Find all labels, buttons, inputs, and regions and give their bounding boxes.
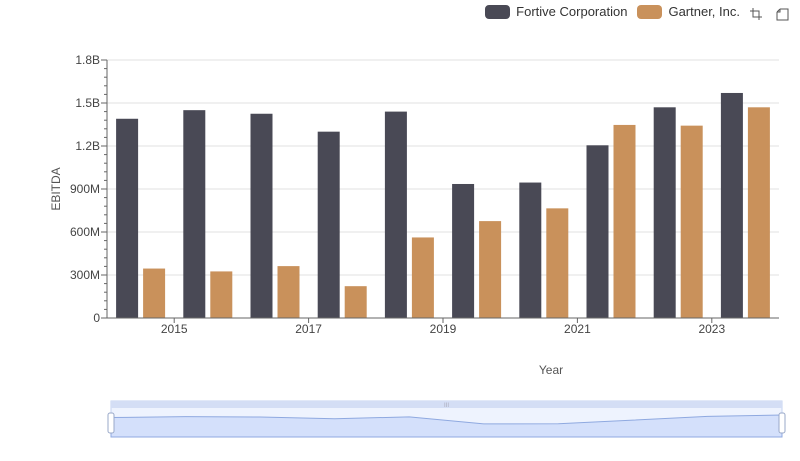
y-axis-title: EBITDA: [49, 167, 63, 210]
bar-fortive: [586, 145, 609, 318]
x-axis-title: Year: [539, 363, 563, 377]
bar-gartner: [680, 125, 703, 318]
x-tick-label: 2015: [161, 322, 188, 336]
bar-gartner: [747, 107, 770, 318]
bar-fortive: [653, 107, 676, 318]
toolbox: [748, 6, 790, 22]
zoom-handle-right[interactable]: [778, 412, 786, 434]
bar-fortive: [384, 111, 407, 318]
bar-fortive: [317, 131, 340, 318]
bar-gartner: [411, 237, 434, 318]
bar-gartner: [277, 266, 300, 318]
bar-gartner: [210, 271, 233, 318]
bar-fortive: [452, 183, 475, 318]
legend-label-fortive: Fortive Corporation: [516, 4, 628, 19]
x-tick-label: 2019: [430, 322, 457, 336]
bar-gartner: [546, 208, 569, 318]
legend-swatch-fortive: [485, 4, 511, 19]
legend-item-gartner[interactable]: Gartner, Inc.: [637, 4, 740, 19]
legend: Fortive Corporation Gartner, Inc.: [485, 4, 740, 19]
bar-gartner: [479, 221, 502, 318]
restore-icon[interactable]: [774, 6, 790, 22]
y-tick-label: 1.2B: [75, 139, 100, 153]
y-tick-label: 1.5B: [75, 96, 100, 110]
x-tick-label: 2023: [698, 322, 725, 336]
bar-fortive: [183, 110, 206, 319]
bar-fortive: [116, 118, 139, 319]
x-tick-label: 2017: [295, 322, 322, 336]
y-tick-label: 900M: [70, 182, 100, 196]
legend-item-fortive[interactable]: Fortive Corporation: [485, 4, 627, 19]
bar-fortive: [720, 92, 743, 318]
bar-gartner: [344, 286, 367, 318]
zoom-bar: [111, 401, 782, 408]
bar-gartner: [613, 124, 636, 319]
y-tick-label: 0: [93, 311, 100, 325]
zoom-handle-left[interactable]: [107, 412, 115, 434]
y-tick-label: 1.8B: [75, 53, 100, 67]
legend-label-gartner: Gartner, Inc.: [668, 4, 740, 19]
zoom-grip: III: [444, 403, 449, 409]
bar-gartner: [143, 268, 166, 318]
legend-swatch-gartner: [637, 4, 663, 19]
y-tick-label: 600M: [70, 225, 100, 239]
bar-fortive: [250, 113, 273, 318]
x-tick-label: 2021: [564, 322, 591, 336]
bar-fortive: [519, 182, 542, 318]
zoom-icon[interactable]: [748, 6, 764, 22]
y-tick-label: 300M: [70, 268, 100, 282]
